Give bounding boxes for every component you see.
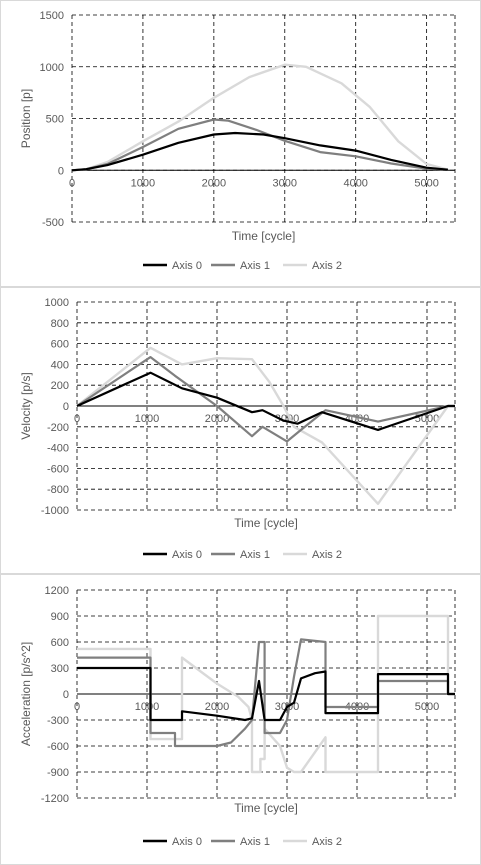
chart-2: -1000 -800 -600 -400 -200 0 200 400 600 800 1000 0 1… — [0, 287, 481, 574]
y-tick-label: -1200 — [41, 793, 69, 805]
chart-border — [0, 0, 481, 287]
y-tick-label: 0 — [58, 165, 64, 177]
x-tick-label: 5000 — [415, 701, 439, 713]
legend-label: Axis 2 — [312, 549, 342, 561]
y-tick-label: 1000 — [45, 297, 69, 309]
x-tick-label: 0 — [74, 701, 80, 713]
legend-label: Axis 0 — [172, 549, 202, 561]
series-line-axis-2 — [71, 63, 449, 172]
y-tick-label: 500 — [46, 114, 64, 126]
x-tick-label: 1000 — [135, 701, 159, 713]
legend-label: Axis 0 — [172, 836, 202, 848]
y-axis-label: Velocity [p/s] — [19, 372, 33, 439]
y-tick-label: 600 — [51, 339, 69, 351]
y-tick-label: -900 — [47, 767, 69, 779]
x-tick-label: 2000 — [202, 177, 226, 189]
y-tick-label: 0 — [63, 689, 69, 701]
y-tick-label: 900 — [51, 611, 69, 623]
y-tick-label: 0 — [63, 401, 69, 413]
chart-1: -500 0 500 1000 1500 0 1000 2000 3000 4000 5000 Tim… — [0, 0, 481, 287]
x-tick-label: 0 — [69, 177, 75, 189]
legend-label: Axis 0 — [172, 260, 202, 272]
x-axis-label: Time [cycle] — [234, 801, 298, 815]
x-tick-label: 2000 — [205, 701, 229, 713]
y-tick-label: -500 — [42, 217, 64, 229]
y-tick-label: -300 — [47, 715, 69, 727]
y-tick-label: 1200 — [45, 585, 69, 597]
legend-label: Axis 1 — [240, 260, 270, 272]
y-tick-label: -600 — [47, 741, 69, 753]
y-tick-label: 1000 — [40, 62, 64, 74]
x-tick-label: 2000 — [205, 413, 229, 425]
y-tick-label: 200 — [51, 380, 69, 392]
y-tick-label: -400 — [47, 443, 69, 455]
y-tick-label: -200 — [47, 422, 69, 434]
y-tick-label: 800 — [51, 318, 69, 330]
y-axis-label: Position [p] — [19, 89, 33, 148]
legend: Axis 0 Axis 1 Axis 2 — [143, 836, 342, 848]
y-tick-label: 1500 — [40, 10, 64, 22]
series-line-axis-1 — [76, 355, 455, 443]
legend: Axis 0 Axis 1 Axis 2 — [143, 260, 342, 272]
x-tick-label: 1000 — [131, 177, 155, 189]
chart-border — [0, 287, 481, 574]
x-tick-label: 3000 — [273, 177, 297, 189]
x-tick-label: 1000 — [135, 413, 159, 425]
series-line-axis-2 — [76, 346, 455, 506]
x-tick-label: 0 — [74, 413, 80, 425]
y-tick-label: -1000 — [41, 505, 69, 517]
legend-label: Axis 2 — [312, 260, 342, 272]
series-line-axis-1 — [71, 118, 448, 172]
legend: Axis 0 Axis 1 Axis 2 — [143, 549, 342, 561]
series-line-axis-2 — [77, 614, 455, 774]
series-line-axis-0 — [76, 371, 455, 431]
y-tick-label: 400 — [51, 359, 69, 371]
legend-label: Axis 2 — [312, 836, 342, 848]
y-tick-label: -800 — [47, 484, 69, 496]
x-axis-label: Time [cycle] — [232, 229, 296, 243]
y-tick-label: 600 — [51, 637, 69, 649]
x-tick-label: 4000 — [343, 177, 367, 189]
legend-label: Axis 1 — [240, 836, 270, 848]
y-axis-label: Acceleration [p/s^2] — [19, 642, 33, 746]
series-line-axis-0 — [77, 666, 455, 722]
legend-label: Axis 1 — [240, 549, 270, 561]
y-tick-label: -600 — [47, 463, 69, 475]
series-line-axis-0 — [71, 131, 449, 172]
chart-3: -1200 -900 -600 -300 0 300 600 900 1200 0 1000 2000… — [0, 574, 481, 865]
x-tick-label: 5000 — [414, 177, 438, 189]
y-tick-label: 300 — [51, 663, 69, 675]
x-axis-label: Time [cycle] — [234, 516, 298, 530]
